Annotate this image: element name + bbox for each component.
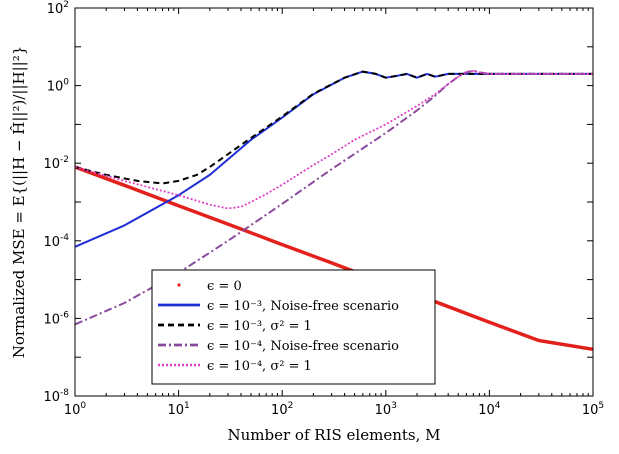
legend-swatch-0	[177, 283, 181, 287]
legend-label-0: ϵ = 0	[207, 279, 242, 294]
curves-group	[74, 69, 594, 352]
x-tick-label: 104	[478, 401, 501, 418]
axis-ticks	[74, 7, 594, 397]
legend: ϵ = 0 ϵ = 10⁻³, Noise-free scenario ϵ = 10…	[151, 269, 436, 385]
y-tick-label: 100	[47, 78, 70, 95]
series-line-0	[74, 165, 594, 352]
x-tick-label: 102	[271, 401, 293, 418]
series-line-4	[74, 69, 593, 210]
x-tick-label: 105	[582, 401, 604, 418]
y-tick-label: 10-6	[43, 310, 69, 327]
legend-label-3: ϵ = 10⁻⁴, Noise-free scenario	[207, 339, 399, 354]
legend-label-1: ϵ = 10⁻³, Noise-free scenario	[207, 299, 399, 314]
x-tick-label: 100	[64, 401, 87, 418]
y-tick-label: 10-8	[43, 388, 69, 405]
x-tick-label: 103	[375, 401, 397, 418]
x-tick-label: 101	[167, 401, 189, 418]
y-tick-label: 102	[47, 0, 69, 17]
y-tick-label: 10-2	[43, 155, 69, 172]
series-line-2	[74, 70, 593, 185]
y-axis-label: Normalized MSE = E{(||H − Ĥ||²)/||H||²}	[10, 46, 28, 359]
axis-tick-labels: 100 101 102 103 104 105 10-8 10-6 10-4 10-2 100 102	[43, 0, 604, 418]
legend-label-4: ϵ = 10⁻⁴, σ² = 1	[207, 359, 312, 374]
series-line-3	[74, 69, 593, 326]
legend-label-2: ϵ = 10⁻³, σ² = 1	[207, 319, 312, 334]
x-axis-label: Number of RIS elements, M	[228, 426, 441, 444]
y-tick-label: 10-4	[43, 233, 69, 250]
series-line-1	[74, 70, 593, 248]
